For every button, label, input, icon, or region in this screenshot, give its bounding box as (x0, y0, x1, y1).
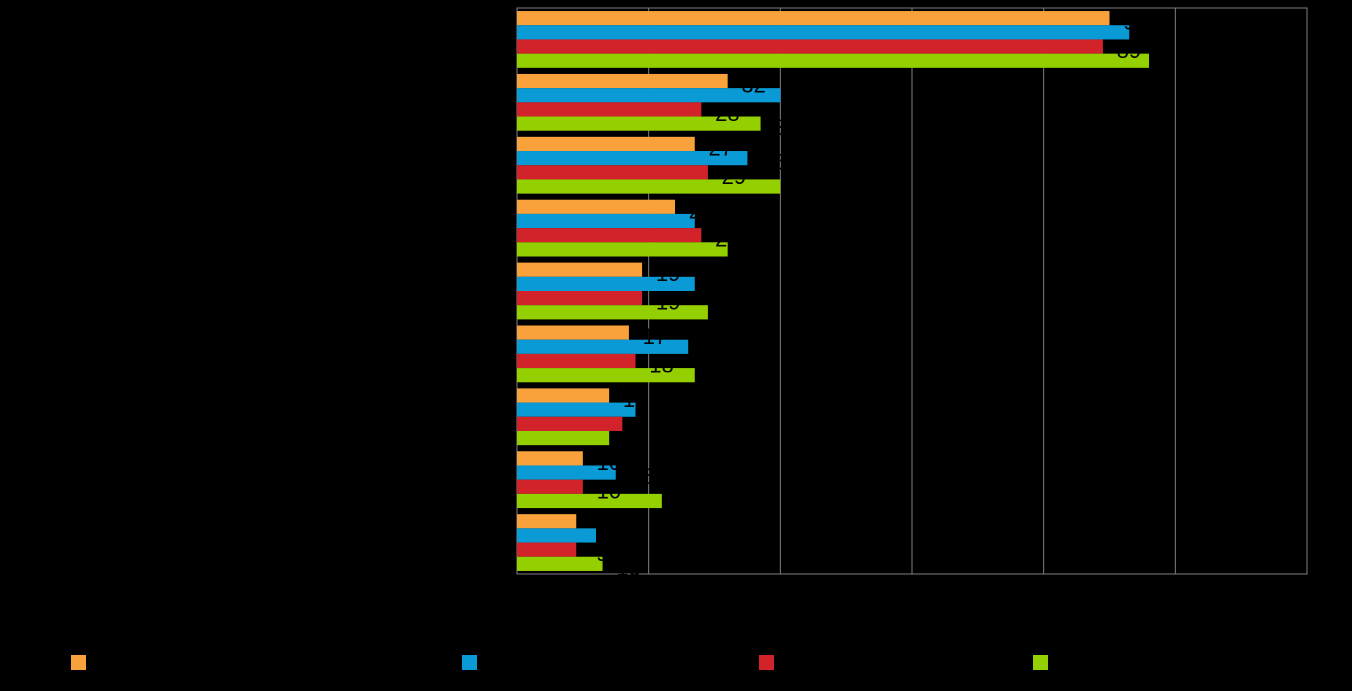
bar (517, 465, 616, 480)
bar (517, 542, 577, 557)
bar (517, 451, 583, 466)
data-label: 10 (597, 450, 621, 475)
data-label: 26 (702, 338, 726, 363)
bar (517, 88, 781, 103)
legend-swatch (71, 655, 86, 670)
bar (517, 25, 1130, 40)
bar (517, 116, 761, 131)
x-tick-label: 80 (1036, 581, 1052, 597)
data-label: 18 (649, 352, 673, 377)
bar (517, 291, 643, 306)
data-label: 15 (630, 464, 654, 489)
bar (517, 179, 781, 194)
data-label: 13 (616, 555, 640, 580)
data-label: 96 (1163, 52, 1187, 77)
bar (517, 213, 695, 229)
data-label: 12 (610, 527, 634, 552)
bar (517, 416, 623, 431)
x-tick-label: 40 (773, 581, 789, 597)
bar (517, 53, 1149, 68)
bar (517, 73, 728, 89)
legend-swatch (759, 655, 774, 670)
data-label: 24 (689, 198, 713, 223)
bar (517, 493, 662, 509)
data-label: 19 (656, 261, 680, 286)
data-label: 89 (1117, 38, 1141, 63)
bar (517, 325, 629, 340)
bar (517, 11, 1110, 26)
x-tick-label: 100 (1164, 581, 1188, 597)
bar (517, 151, 748, 166)
legend-swatch (1033, 655, 1048, 670)
bar (517, 556, 603, 571)
bar (517, 242, 728, 257)
bar (517, 228, 702, 243)
data-label: 9 (596, 513, 608, 538)
bar (517, 136, 695, 152)
data-label: 10 (597, 478, 621, 503)
data-label: 28 (715, 101, 739, 126)
bar (517, 276, 695, 291)
data-label: 9 (596, 541, 608, 566)
data-label: 35 (761, 150, 785, 175)
data-label: 27 (709, 135, 733, 160)
data-label: 29 (722, 164, 746, 189)
bar (517, 402, 636, 417)
data-label: 29 (722, 304, 746, 329)
x-tick-label: 60 (904, 581, 920, 597)
bar (517, 199, 675, 214)
bar (517, 262, 643, 277)
bar (517, 39, 1103, 54)
bar (517, 368, 695, 383)
data-label: 18 (649, 401, 673, 426)
data-label: 90 (1123, 10, 1147, 35)
x-tick-label: 120 (1295, 581, 1319, 597)
data-label: 27 (709, 213, 733, 238)
bar (517, 305, 708, 320)
bar (517, 339, 689, 354)
bar (517, 102, 702, 117)
data-label: 27 (709, 275, 733, 300)
data-label: 28 (715, 227, 739, 252)
x-tick-label: 20 (641, 581, 657, 597)
data-label: 17 (643, 324, 667, 349)
bar (517, 479, 583, 494)
data-label: 93 (1143, 24, 1167, 49)
bar (517, 353, 636, 369)
data-label: 22 (676, 492, 700, 517)
data-label: 27 (709, 367, 733, 392)
legend-swatch (462, 655, 477, 670)
x-tick-label: 0 (513, 581, 521, 597)
data-label: 32 (741, 241, 765, 266)
bar (517, 165, 708, 180)
data-label: 14 (623, 387, 647, 412)
bar (517, 430, 610, 446)
data-label: 16 (636, 415, 660, 440)
data-label: 40 (794, 178, 818, 203)
data-label: 19 (656, 290, 680, 315)
bar (517, 528, 596, 543)
data-label: 14 (623, 430, 647, 455)
bar (517, 514, 577, 529)
bar (517, 388, 610, 403)
data-label: 40 (794, 87, 818, 112)
data-label: 32 (741, 73, 765, 98)
data-label: 37 (774, 115, 798, 140)
